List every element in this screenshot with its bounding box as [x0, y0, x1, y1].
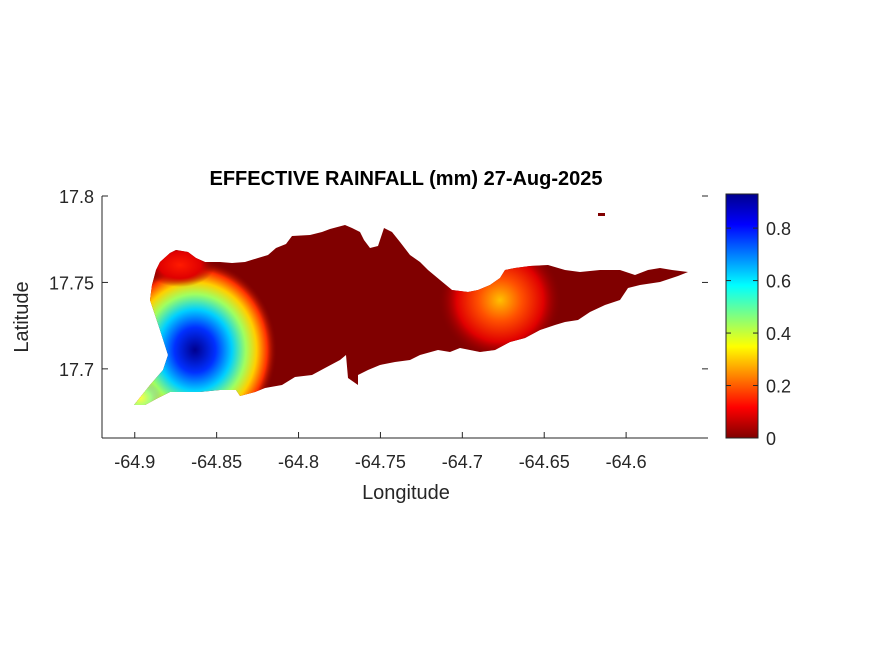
y-tick-label: 17.8: [59, 187, 94, 207]
x-ticks: -64.9 -64.85 -64.8 -64.75 -64.7 -64.65 -64.6: [114, 432, 647, 472]
colorbar-gradient: [725, 193, 759, 439]
rainfall-hotspot-southwest: [134, 260, 277, 405]
map-title: EFFECTIVE RAINFALL (mm) 27-Aug-2025: [209, 168, 602, 190]
x-tick-label: -64.8: [278, 452, 319, 472]
rainfall-hotspot-southwest-tip: [134, 380, 162, 405]
plot-area: [134, 213, 688, 405]
x-tick-label: -64.85: [191, 452, 242, 472]
axes: -64.9 -64.85 -64.8 -64.75 -64.7 -64.65 -64.6 1…: [49, 187, 708, 472]
small-islet: [598, 213, 605, 216]
rainfall-field: [134, 225, 688, 405]
y-axis-label: Latitude: [11, 281, 33, 352]
colorbar-tick-label: 0.4: [766, 324, 791, 344]
x-tick-label: -64.7: [442, 452, 483, 472]
x-tick-label: -64.75: [355, 452, 406, 472]
colorbar-tick-label: 0: [766, 429, 776, 449]
colorbar-tick-label: 0.2: [766, 377, 791, 397]
x-axis-label: Longitude: [362, 482, 450, 504]
y-ticks: 17.7 17.75 17.8: [49, 187, 708, 380]
y-tick-label: 17.7: [59, 360, 94, 380]
colorbar-tick-label: 0.6: [766, 272, 791, 292]
x-tick-label: -64.9: [114, 452, 155, 472]
colorbar: 0 0.2 0.4 0.6 0.8: [725, 193, 791, 449]
rainfall-hotspot-northwest: [145, 243, 215, 287]
x-tick-label: -64.6: [606, 452, 647, 472]
colorbar-tick-label: 0.8: [766, 219, 791, 239]
rainfall-hotspot-east: [438, 240, 562, 360]
y-tick-label: 17.75: [49, 273, 94, 293]
x-tick-label: -64.65: [519, 452, 570, 472]
colorbar-ticks: 0 0.2 0.4 0.6 0.8: [726, 219, 791, 449]
